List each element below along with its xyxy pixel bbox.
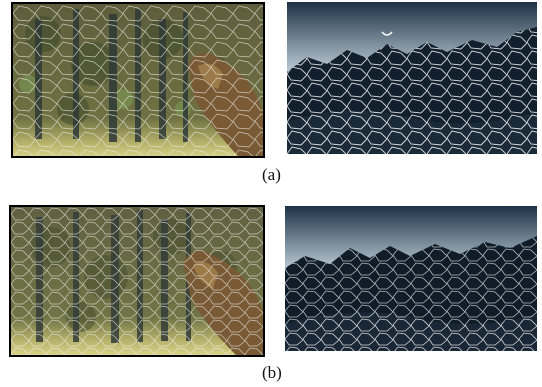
row-a-right-image	[287, 2, 537, 154]
mountain-segmentation-image	[287, 2, 537, 154]
forest-segmentation-image	[11, 207, 263, 355]
mountain-segmentation-image	[285, 206, 537, 351]
row-b-right-image	[285, 206, 537, 351]
caption-b: (b)	[262, 363, 282, 382]
row-a-left-image	[11, 2, 265, 158]
caption-a: (a)	[262, 165, 281, 184]
row-b-left-image	[9, 205, 265, 357]
forest-segmentation-image	[13, 4, 263, 156]
